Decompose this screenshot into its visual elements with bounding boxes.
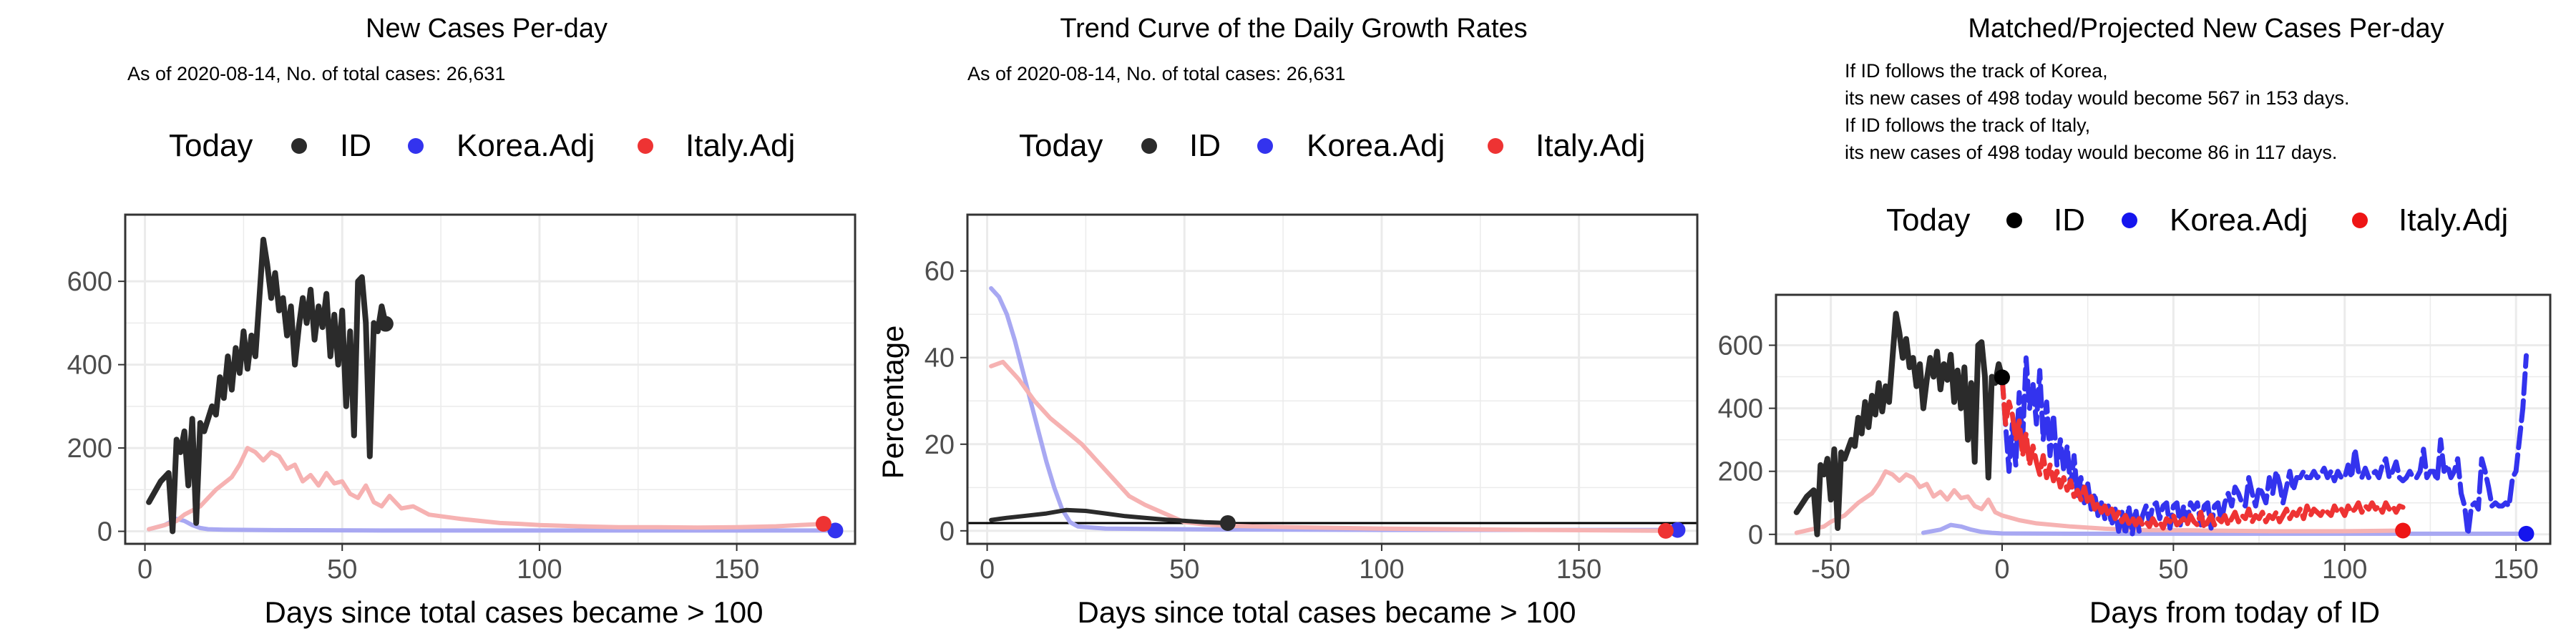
series-line-id bbox=[989, 507, 1230, 525]
today-point-italy-adj bbox=[2395, 522, 2411, 539]
legend-id-label: ID bbox=[340, 128, 371, 163]
x-tick-label: 50 bbox=[2158, 555, 2188, 585]
y-tick-label: 20 bbox=[924, 430, 955, 460]
plot-area-projected: -50 0 50 100 150 0 200 400 600 bbox=[1718, 293, 2552, 585]
x-tick-label: 0 bbox=[980, 555, 995, 585]
legend-id-label: ID bbox=[2054, 203, 2085, 238]
y-tick-label: 0 bbox=[97, 517, 112, 547]
legend-id-label: ID bbox=[1189, 128, 1221, 163]
today-point-italy-adj bbox=[815, 516, 831, 532]
x-tick-label: 100 bbox=[517, 555, 562, 585]
chart-subtitle: As of 2020-08-14, No. of total cases: 26… bbox=[127, 63, 505, 84]
legend: Today ID Korea.Adj Italy.Adj bbox=[1886, 203, 2508, 238]
legend: Today ID Korea.Adj Italy.Adj bbox=[169, 128, 795, 163]
y-tick-label: 200 bbox=[1718, 457, 1763, 487]
y-tick-label: 400 bbox=[67, 351, 112, 381]
x-tick-label: 150 bbox=[714, 555, 759, 585]
plot-frame bbox=[1775, 293, 2552, 545]
legend-today-label: Today bbox=[1019, 128, 1103, 163]
panel-projected: Matched/Projected New Cases Per-day If I… bbox=[1718, 14, 2552, 629]
chart-title: Trend Curve of the Daily Growth Rates bbox=[1060, 14, 1527, 44]
legend-korea-dot bbox=[408, 138, 424, 154]
series-line-id bbox=[146, 236, 389, 535]
legend-italy-dot bbox=[1488, 138, 1503, 154]
legend-italy-dot bbox=[2352, 213, 2368, 228]
legend-korea-dot bbox=[2122, 213, 2137, 228]
today-point-korea-adj bbox=[827, 522, 844, 539]
legend-italy-dot bbox=[638, 138, 653, 154]
plot-area-growth-rates: 0 50 100 150 0 20 40 60 bbox=[924, 213, 1699, 585]
x-axis-label: Days from today of ID bbox=[2089, 595, 2380, 629]
series-line-italy-adj bbox=[147, 446, 826, 532]
x-tick-label: 0 bbox=[137, 555, 152, 585]
legend-today-label: Today bbox=[169, 128, 253, 163]
today-point-korea-adj bbox=[1669, 522, 1686, 538]
legend-today-label: Today bbox=[1886, 203, 1970, 238]
legend-italy-label: Italy.Adj bbox=[686, 128, 795, 163]
plot-area-new-cases: 0 50 100 150 0 200 400 600 bbox=[67, 213, 857, 585]
legend-id-dot bbox=[1141, 138, 1157, 154]
today-point-id bbox=[1219, 514, 1236, 531]
annotation-line: If ID follows the track of Korea, bbox=[1845, 60, 2108, 82]
today-point-id bbox=[377, 316, 394, 332]
legend-korea-dot bbox=[1257, 138, 1273, 154]
chart-title: New Cases Per-day bbox=[366, 14, 608, 44]
x-axis-label: Days since total cases became > 100 bbox=[265, 595, 763, 629]
x-tick-label: 50 bbox=[1169, 555, 1199, 585]
x-tick-label: 150 bbox=[2493, 555, 2538, 585]
series-line-korea-adj bbox=[989, 286, 1680, 532]
panel-new-cases: New Cases Per-day As of 2020-08-14, No. … bbox=[67, 14, 857, 629]
legend: Today ID Korea.Adj Italy.Adj bbox=[1019, 128, 1645, 163]
series-line-italy-adj-projected bbox=[1999, 374, 2406, 531]
series-line-italy-adj bbox=[989, 359, 1668, 533]
x-axis-label: Days since total cases became > 100 bbox=[1078, 595, 1576, 629]
y-tick-label: 0 bbox=[940, 517, 955, 547]
x-tick-label: 0 bbox=[1994, 555, 2009, 585]
x-tick-label: 150 bbox=[1556, 555, 1601, 585]
chart-title: Matched/Projected New Cases Per-day bbox=[1968, 14, 2444, 44]
legend-id-dot bbox=[2006, 213, 2022, 228]
y-tick-label: 400 bbox=[1718, 394, 1763, 424]
chart-subtitle: As of 2020-08-14, No. of total cases: 26… bbox=[967, 63, 1345, 84]
x-tick-label: 50 bbox=[327, 555, 357, 585]
y-tick-label: 200 bbox=[67, 434, 112, 464]
series-line-korea-adj-projected bbox=[1999, 353, 2529, 537]
plot-frame bbox=[124, 213, 857, 545]
today-point-korea-adj bbox=[2518, 525, 2534, 542]
panel-growth-rates: Trend Curve of the Daily Growth Rates As… bbox=[876, 14, 1699, 629]
series-line-korea-adj-matched bbox=[1921, 522, 2529, 536]
x-tick-label: -50 bbox=[1811, 555, 1850, 585]
y-tick-label: 0 bbox=[1748, 520, 1763, 550]
y-tick-label: 600 bbox=[1718, 331, 1763, 361]
x-tick-label: 100 bbox=[1359, 555, 1404, 585]
annotation-line: If ID follows the track of Italy, bbox=[1845, 114, 2090, 136]
legend-italy-label: Italy.Adj bbox=[2399, 203, 2508, 238]
chart-annotation: If ID follows the track of Korea, its ne… bbox=[1845, 60, 2349, 163]
today-point-italy-adj bbox=[1657, 522, 1674, 539]
y-tick-label: 600 bbox=[67, 267, 112, 297]
today-point-id bbox=[1994, 369, 2010, 386]
legend-korea-label: Korea.Adj bbox=[1307, 128, 1445, 163]
y-tick-label: 40 bbox=[924, 343, 955, 374]
x-tick-label: 100 bbox=[2322, 555, 2367, 585]
legend-italy-label: Italy.Adj bbox=[1536, 128, 1645, 163]
annotation-line: its new cases of 498 today would become … bbox=[1845, 87, 2349, 109]
legend-korea-label: Korea.Adj bbox=[457, 128, 595, 163]
plot-frame bbox=[966, 213, 1699, 545]
y-axis-label: Percentage bbox=[876, 326, 909, 479]
legend-korea-label: Korea.Adj bbox=[2170, 203, 2308, 238]
series-line-id bbox=[1793, 311, 2005, 537]
y-tick-label: 60 bbox=[924, 257, 955, 287]
annotation-line: its new cases of 498 today would become … bbox=[1845, 142, 2337, 163]
legend-id-dot bbox=[291, 138, 307, 154]
series-line-italy-adj-matched bbox=[1794, 469, 2406, 535]
